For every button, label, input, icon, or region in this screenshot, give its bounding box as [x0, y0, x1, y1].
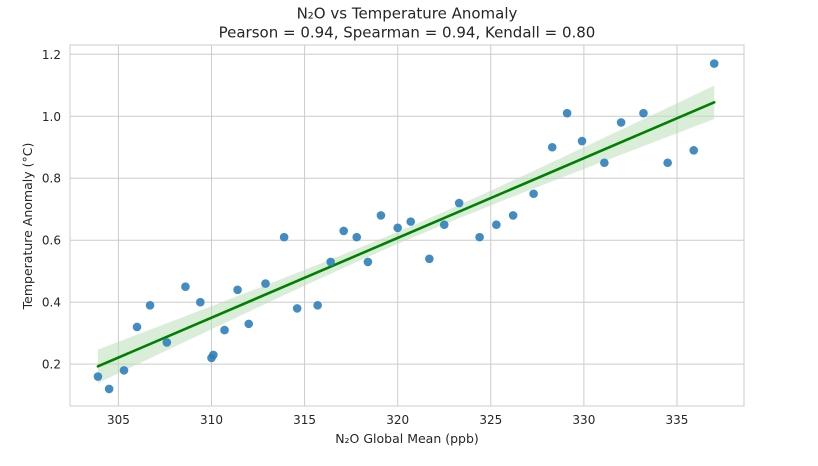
data-point: [475, 232, 484, 242]
data-point: [562, 108, 572, 118]
data-point: [406, 217, 416, 226]
y-tick-label: 0.8: [42, 172, 61, 186]
y-axis-label: Temperature Anomaly (°C): [20, 143, 35, 311]
y-tick-label: 1.2: [42, 48, 61, 62]
data-point: [279, 232, 289, 242]
data-point: [313, 300, 322, 310]
data-points: [93, 59, 719, 394]
data-point: [616, 118, 626, 127]
data-point: [104, 384, 114, 394]
chart-subtitle: Pearson = 0.94, Spearman = 0.94, Kendall…: [219, 24, 596, 42]
grid: [70, 45, 744, 406]
chart-title: N₂O vs Temperature Anomaly: [297, 5, 518, 23]
data-point: [244, 319, 254, 329]
data-point: [145, 300, 155, 310]
data-point: [261, 279, 270, 288]
data-point: [547, 142, 557, 152]
data-point: [639, 108, 648, 118]
data-point: [393, 223, 402, 233]
data-point: [119, 366, 129, 375]
regression-line: [96, 101, 716, 368]
data-point: [292, 304, 302, 313]
data-point: [709, 59, 719, 68]
x-tick-label: 320: [386, 413, 409, 427]
data-point: [425, 254, 434, 264]
x-tick-label: 330: [572, 413, 595, 427]
data-point: [132, 322, 142, 332]
y-tick-label: 0.4: [42, 296, 61, 310]
x-axis-label: N₂O Global Mean (ppb): [335, 431, 479, 446]
data-point: [689, 146, 699, 155]
data-point: [439, 220, 449, 230]
x-tick-label: 325: [479, 413, 502, 427]
y-tick-label: 1.0: [42, 110, 61, 124]
x-tick-label: 310: [200, 413, 223, 427]
y-tick-label: 0.2: [42, 358, 61, 372]
plot-frame: [69, 44, 745, 407]
data-point: [363, 257, 373, 267]
data-point: [233, 285, 242, 295]
data-point: [196, 297, 205, 307]
data-point: [508, 211, 518, 220]
data-point: [454, 198, 464, 208]
y-tick-label: 0.6: [42, 234, 61, 248]
y-tick-labels: 0.2 0.4 0.6 0.8 1.0 1.2: [42, 48, 61, 372]
x-tick-label: 335: [666, 413, 689, 427]
data-point: [352, 232, 362, 242]
data-point: [220, 325, 229, 335]
data-point: [529, 189, 538, 199]
data-point: [376, 211, 386, 220]
data-point: [492, 220, 501, 230]
x-tick-labels: 305 310 315 320 325 330 335: [107, 413, 688, 427]
data-point: [339, 226, 348, 236]
regression-line-layer: [96, 101, 716, 368]
data-point: [181, 282, 190, 291]
data-point: [326, 257, 335, 267]
data-point: [162, 338, 172, 347]
data-point: [577, 136, 587, 146]
data-point: [93, 372, 103, 381]
data-point: [600, 158, 609, 168]
data-point: [663, 158, 672, 168]
data-point: [209, 350, 218, 360]
x-tick-label: 315: [293, 413, 316, 427]
x-tick-label: 305: [107, 413, 130, 427]
